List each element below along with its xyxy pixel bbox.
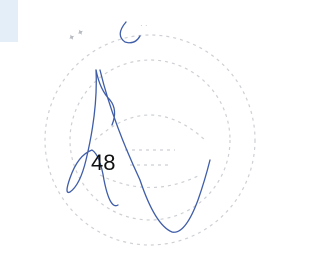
scan: ✦ ✦ · · 48 [0,0,275,268]
edge-tint [0,0,18,42]
stamp-glyphs: · · [140,21,148,30]
page: ✦ ✦ · · 48 (() => { const data = JSON.pa… [0,0,275,268]
page-number: 48 [91,150,115,175]
